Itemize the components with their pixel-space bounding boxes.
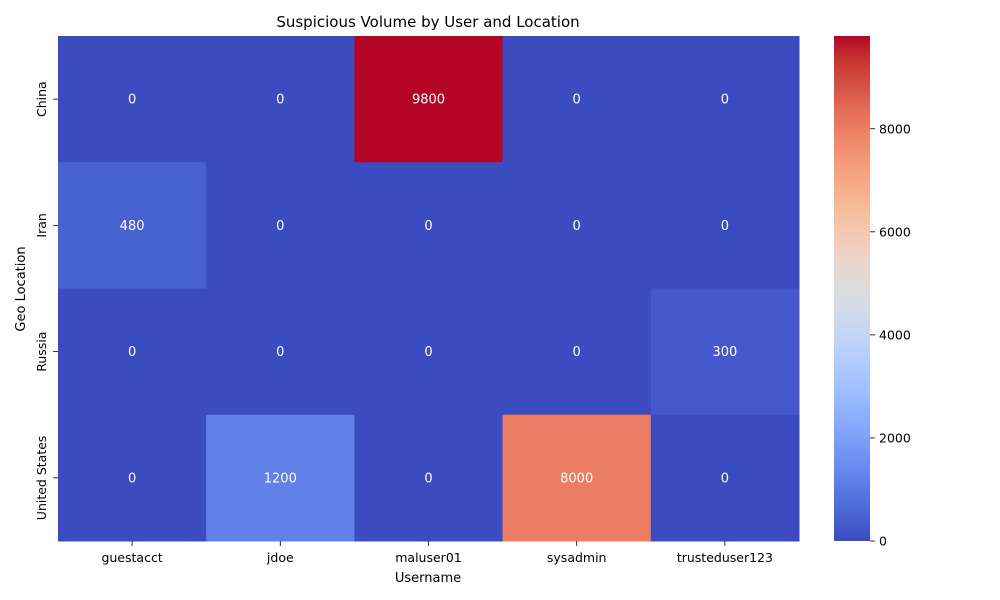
colorbar-ticks: 0 2000 4000 6000 8000 — [870, 121, 911, 549]
cell-value-label: 0 — [424, 345, 432, 360]
colorbar-tick-label: 2000 — [879, 430, 911, 445]
x-axis-ticks: guestacct jdoe maluser01 sysadmin trusteduse… — [101, 541, 773, 565]
cell-value-label: 0 — [276, 219, 284, 234]
cell-value-label: 0 — [573, 93, 581, 108]
heatmap-cell — [502, 162, 652, 289]
heatmap-cells: 0 0 9800 0 0 480 0 0 0 0 0 0 0 0 300 0 1200 0 8000 0 — [58, 36, 800, 542]
heatmap-cell — [354, 414, 504, 542]
x-tick-label: jdoe — [266, 550, 294, 565]
heatmap-cell — [206, 288, 355, 416]
heatmap-cell — [650, 36, 800, 163]
cell-value-label: 9800 — [412, 93, 445, 108]
cell-value-label: 1200 — [264, 471, 297, 486]
chart-title: Suspicious Volume by User and Location — [276, 13, 579, 31]
heatmap-cell — [650, 162, 800, 289]
heatmap-cell — [650, 414, 800, 542]
cell-value-label: 0 — [573, 345, 581, 360]
cell-value-label: 0 — [128, 471, 136, 486]
colorbar-tick-label: 8000 — [879, 121, 911, 136]
heatmap-cell — [206, 414, 355, 542]
cell-value-label: 0 — [573, 219, 581, 234]
cell-value-label: 0 — [424, 471, 432, 486]
colorbar-tick-label: 0 — [879, 534, 887, 549]
heatmap-cell — [502, 288, 652, 416]
cell-value-label: 0 — [721, 471, 729, 486]
x-axis-label: Username — [395, 571, 461, 586]
x-tick-label: trusteduser123 — [677, 550, 773, 565]
cell-value-label: 0 — [721, 93, 729, 108]
cell-value-label: 480 — [120, 219, 145, 234]
cell-value-label: 0 — [128, 345, 136, 360]
heatmap-cell — [206, 162, 355, 289]
heatmap-cell — [206, 36, 355, 163]
colorbar-tick-label: 4000 — [879, 327, 911, 342]
cell-value-label: 8000 — [560, 471, 593, 486]
heatmap-cell — [354, 36, 504, 163]
heatmap-cell — [502, 36, 652, 163]
heatmap-cell — [58, 414, 207, 542]
heatmap-cell — [502, 414, 652, 542]
y-tick-label: Russia — [34, 332, 49, 372]
heatmap-cell — [354, 162, 504, 289]
heatmap-cell — [354, 288, 504, 416]
x-tick-label: guestacct — [101, 550, 162, 565]
heatmap-cell — [58, 36, 207, 163]
y-axis-ticks: China Iran Russia United States — [34, 81, 58, 520]
cell-value-label: 0 — [276, 93, 284, 108]
cell-value-label: 0 — [128, 93, 136, 108]
x-tick-label: sysadmin — [547, 550, 607, 565]
y-tick-label: China — [34, 81, 49, 117]
colorbar — [834, 36, 870, 541]
heatmap-cell — [58, 162, 207, 289]
y-tick-label: Iran — [34, 213, 49, 237]
cell-value-label: 0 — [276, 345, 284, 360]
cell-value-label: 300 — [712, 345, 737, 360]
y-axis-label: Geo Location — [14, 246, 29, 331]
y-tick-label: United States — [34, 436, 49, 521]
cell-value-label: 0 — [424, 219, 432, 234]
colorbar-tick-label: 6000 — [879, 224, 911, 239]
heatmap-cell — [58, 288, 207, 416]
x-tick-label: maluser01 — [395, 550, 461, 565]
cell-value-label: 0 — [721, 219, 729, 234]
heatmap-cell — [650, 288, 800, 416]
